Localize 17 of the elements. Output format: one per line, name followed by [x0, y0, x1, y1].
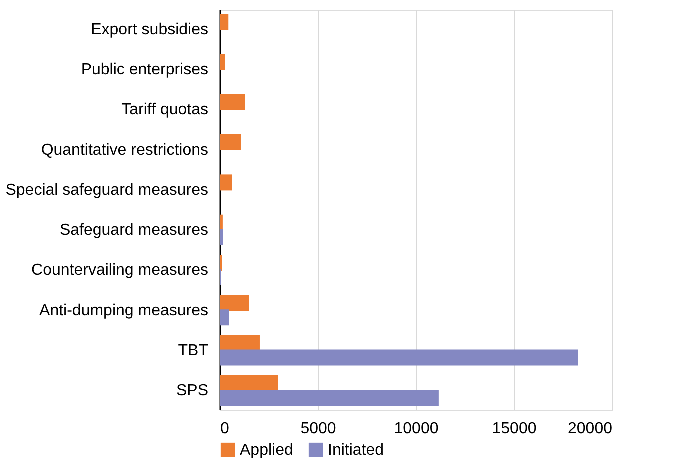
- x-tick-label: 5000: [300, 420, 336, 438]
- y-tick-label: Special safeguard measures: [6, 182, 208, 199]
- legend-label: Applied: [240, 442, 294, 459]
- y-tick-label: Safeguard measures: [60, 222, 208, 240]
- x-tick-label: 0: [220, 420, 230, 438]
- y-tick-label: Countervailing measures: [32, 262, 208, 280]
- y-tick-label: Anti-dumping measures: [40, 302, 208, 320]
- legend-label: Initiated: [328, 442, 384, 459]
- x-tick-label: 15000: [492, 420, 537, 438]
- x-tick-label: 20000: [568, 420, 613, 438]
- y-tick-label: Quantitative restrictions: [41, 142, 208, 159]
- y-tick-label: TBT: [178, 342, 209, 360]
- y-tick-label: SPS: [176, 382, 208, 400]
- y-tick-label: Export subsidies: [91, 21, 208, 38]
- y-tick-label: Public enterprises: [81, 61, 208, 78]
- x-tick-label: 10000: [394, 420, 439, 438]
- y-tick-label: Tariff quotas: [122, 102, 208, 119]
